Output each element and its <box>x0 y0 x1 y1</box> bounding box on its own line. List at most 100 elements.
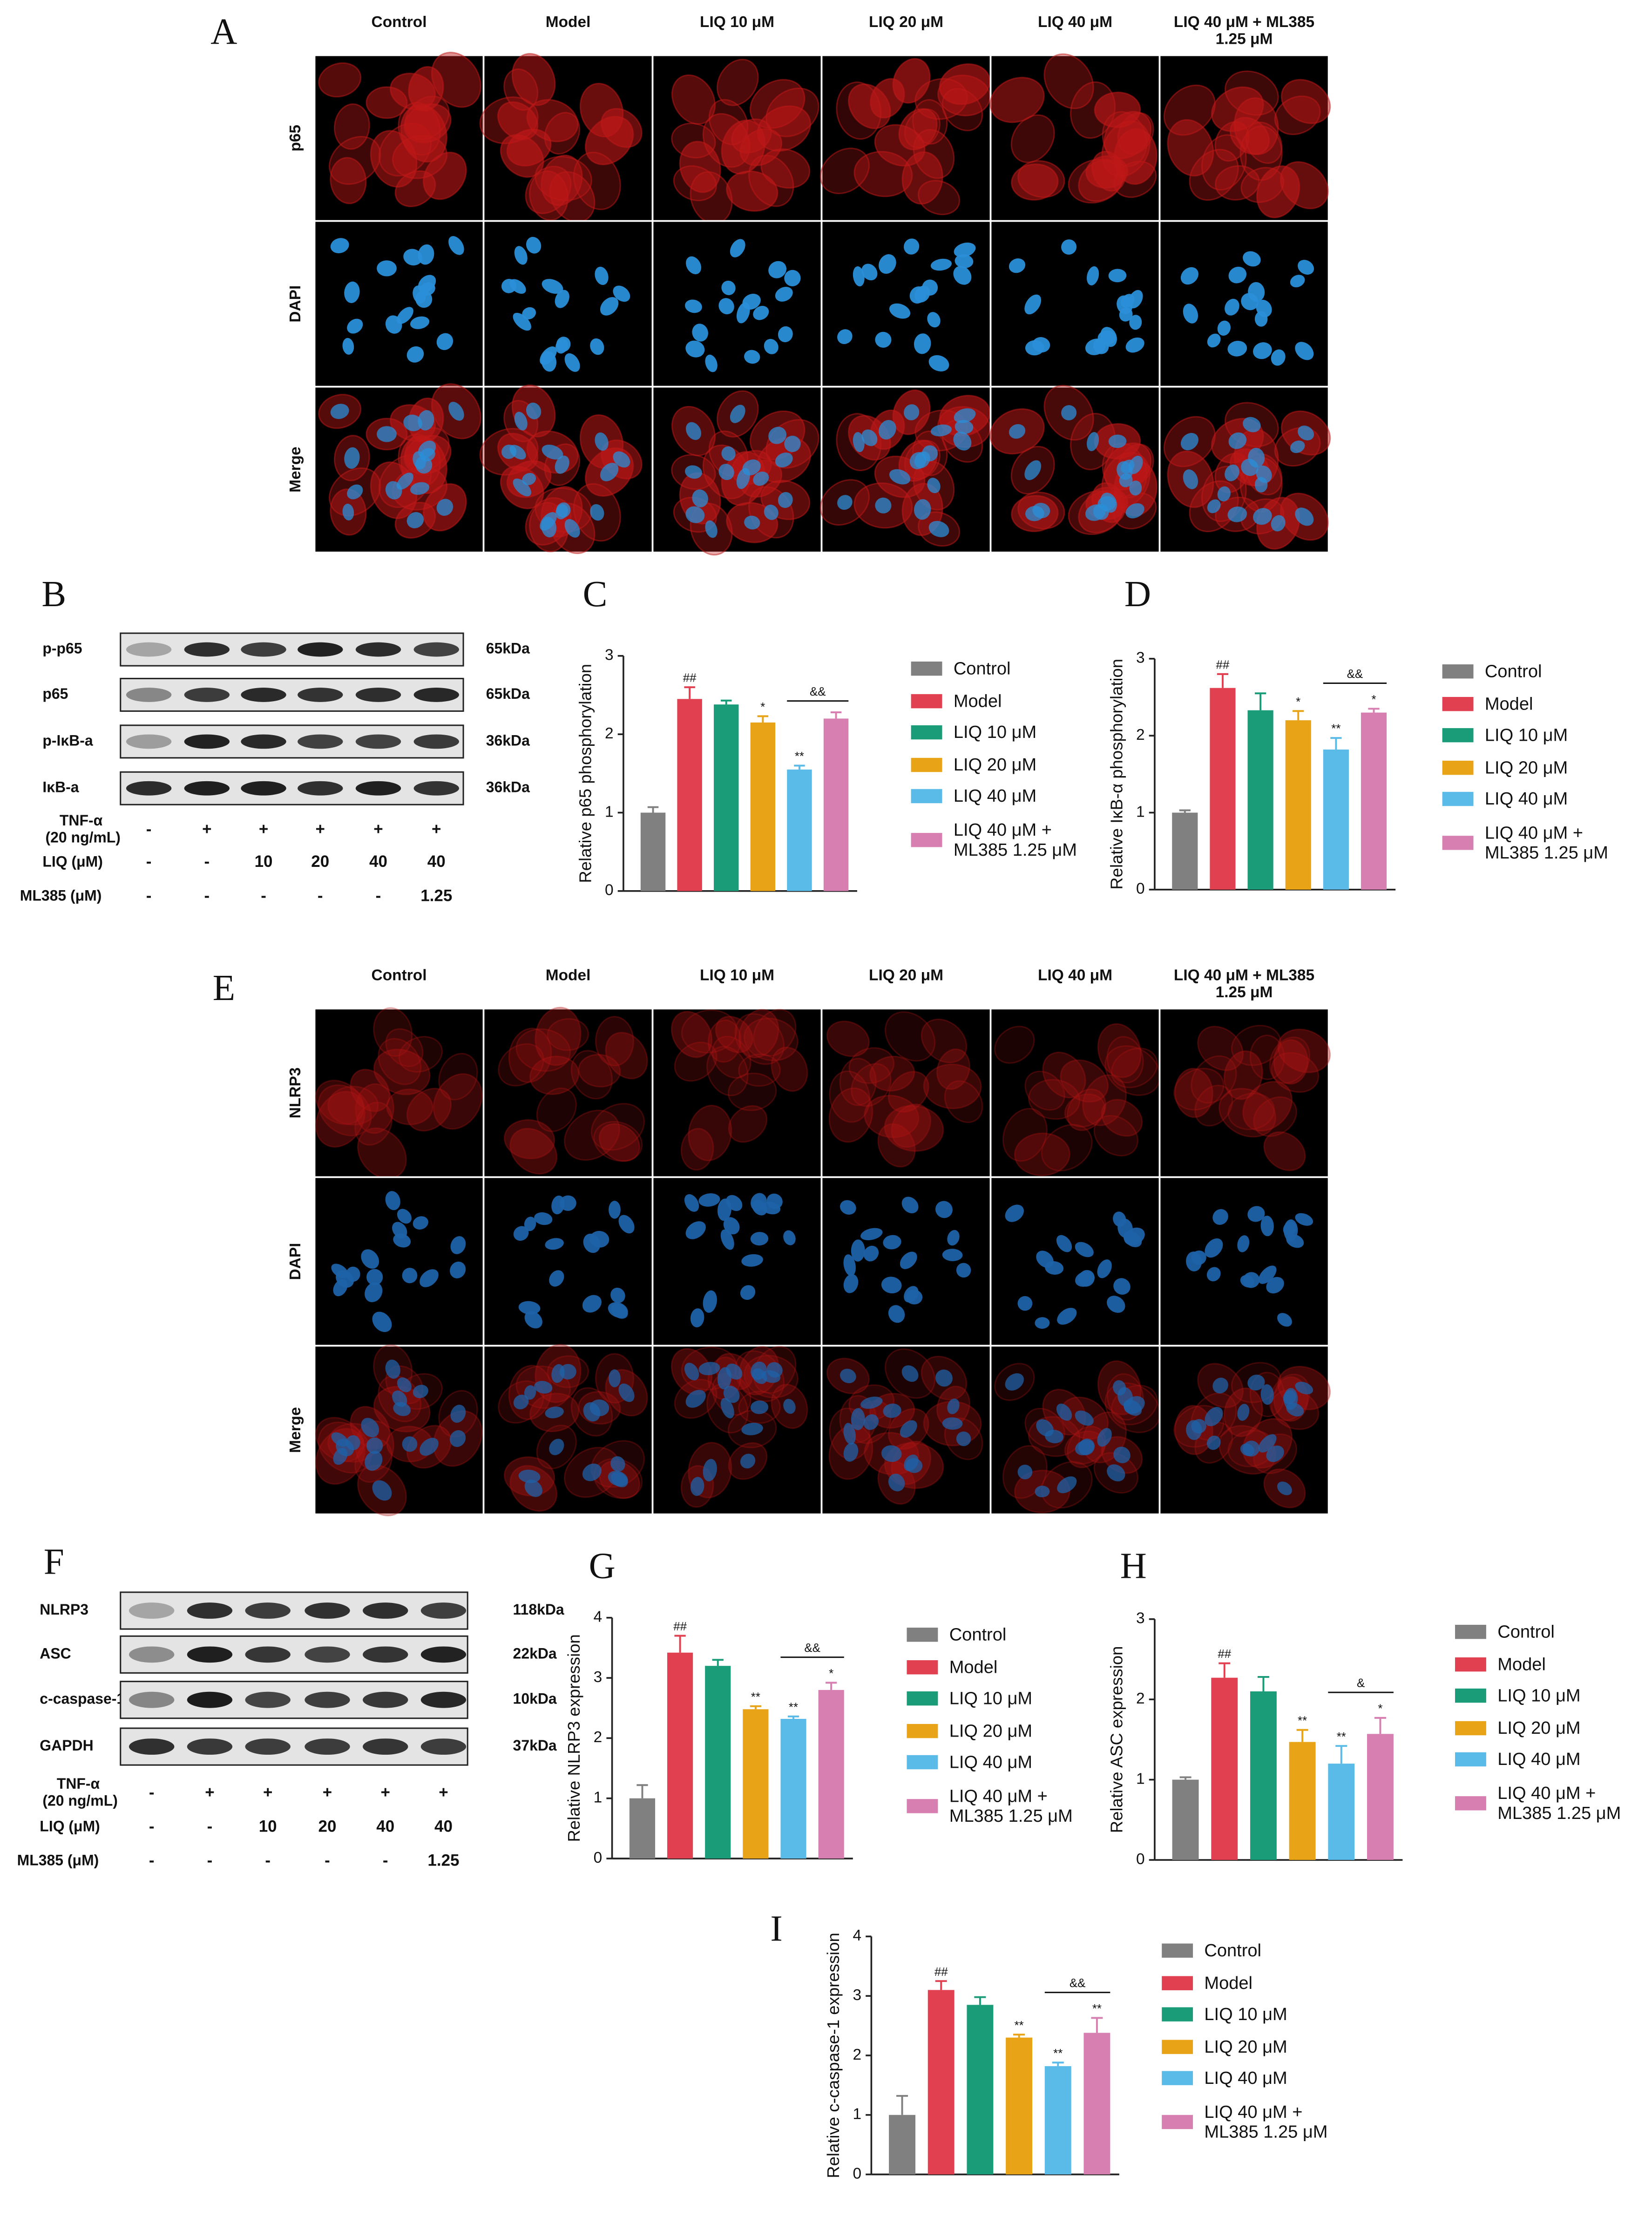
legend-label: LIQ 10 μM <box>1204 2004 1287 2024</box>
nucleus <box>914 285 930 303</box>
legend-swatch <box>911 661 942 676</box>
blot-band <box>298 688 343 702</box>
nucleus <box>347 484 363 500</box>
cell-stain <box>1163 84 1216 136</box>
nucleus <box>611 1303 628 1319</box>
legend-entry: LIQ 10 μM <box>907 1683 1105 1714</box>
cell-stain <box>864 1095 920 1138</box>
micrograph-bg <box>989 1176 1161 1347</box>
treatment-cell: - <box>325 1851 330 1869</box>
nucleus <box>875 331 892 348</box>
treatment-cell: + <box>323 1783 332 1801</box>
significance: ## <box>683 672 697 685</box>
treatment-cell: - <box>146 820 152 838</box>
nucleus <box>406 512 424 528</box>
y-tick-label: 1 <box>605 803 614 820</box>
nucleus <box>418 244 434 265</box>
nucleus <box>879 254 896 274</box>
nucleus <box>1258 1265 1277 1284</box>
protein-label: c-caspase-1 <box>40 1690 125 1707</box>
nucleus <box>875 497 892 514</box>
nucleus <box>889 469 911 485</box>
nucleus <box>1119 307 1133 322</box>
micrograph <box>1158 1345 1331 1515</box>
nucleus <box>1207 333 1221 348</box>
nucleus <box>555 455 569 474</box>
treatment-cell: + <box>373 820 383 838</box>
cell-stain <box>738 1008 779 1059</box>
cell-stain <box>1028 1079 1081 1120</box>
nucleus <box>534 1212 553 1225</box>
cell-stain <box>680 1128 714 1171</box>
nucleus <box>686 422 702 440</box>
nucleus <box>768 426 787 444</box>
nucleus <box>684 1194 699 1212</box>
legend-swatch <box>907 1691 938 1706</box>
column-header-text: LIQ 20 μM <box>869 967 944 985</box>
nucleus <box>333 1279 348 1297</box>
column-header-text: LIQ 10 μM <box>700 967 775 985</box>
nucleus <box>1123 1231 1142 1247</box>
nucleus <box>761 1202 781 1215</box>
treatment-cell: 10 <box>259 1817 277 1835</box>
blot-band <box>126 781 172 796</box>
blot-band <box>187 1691 233 1708</box>
cell-stain <box>1104 1045 1161 1096</box>
nucleus <box>685 506 705 523</box>
legend-swatch <box>907 1755 938 1770</box>
nucleus <box>1298 426 1314 440</box>
nucleus <box>927 312 941 328</box>
nucleus <box>930 258 952 271</box>
y-tick-label: 4 <box>594 1609 603 1626</box>
y-axis-label: Relative p65 phosphorylation <box>575 664 595 883</box>
blot-strip <box>120 1681 468 1719</box>
nucleus <box>385 1359 400 1379</box>
nucleus <box>764 504 779 520</box>
error-bar <box>757 715 769 723</box>
cell-stain <box>731 118 772 154</box>
nucleus <box>1248 447 1265 468</box>
nucleus <box>956 1263 971 1278</box>
nucleus <box>450 1405 466 1423</box>
cell-stain <box>1242 1081 1293 1132</box>
micrograph <box>989 1345 1161 1515</box>
nucleus <box>1260 1216 1274 1237</box>
cell-stain <box>1066 1088 1107 1131</box>
y-tick-label: 3 <box>605 647 614 664</box>
nucleus <box>726 1363 743 1380</box>
nucleus <box>613 451 630 468</box>
nucleus <box>914 333 931 354</box>
cell-stain <box>771 1047 808 1092</box>
legend-label: LIQ 10 μM <box>1484 725 1568 745</box>
nucleus <box>860 1396 883 1409</box>
nucleus <box>524 1311 542 1329</box>
micrograph <box>651 1176 823 1347</box>
cell-stain <box>515 1028 571 1072</box>
column-header: LIQ 40 μM + ML385 1.25 μM <box>1174 967 1314 1001</box>
nucleus <box>377 426 397 442</box>
legend-entry: Model <box>1442 688 1641 719</box>
cell-stain <box>535 155 592 201</box>
micrograph <box>651 54 823 224</box>
y-axis-label: Relative ASC expression <box>1107 1646 1126 1833</box>
cell-stain <box>1240 167 1285 203</box>
nucleus <box>685 340 705 358</box>
comparison-label: && <box>810 685 826 698</box>
legend-label: Control <box>953 658 1011 679</box>
error-bar <box>684 686 695 699</box>
nucleus <box>450 1261 466 1278</box>
cell-stain <box>688 1104 732 1162</box>
cell-stain <box>1082 1074 1127 1126</box>
column-header: Control <box>372 14 427 31</box>
nucleus <box>741 1422 763 1435</box>
treatment-label: LIQ (μM) <box>42 853 103 870</box>
treatment-cell: 10 <box>255 852 273 871</box>
legend-item: Model <box>1162 1973 1253 1993</box>
nucleus <box>1005 1204 1024 1222</box>
legend-item: LIQ 10 μM <box>907 1683 1105 1714</box>
panel-label: A <box>210 12 237 52</box>
significance: * <box>1378 1702 1382 1715</box>
legend-swatch <box>1455 1752 1486 1767</box>
panel-label: H <box>1120 1546 1147 1586</box>
legend-item: LIQ 10 μM <box>1455 1686 1581 1705</box>
